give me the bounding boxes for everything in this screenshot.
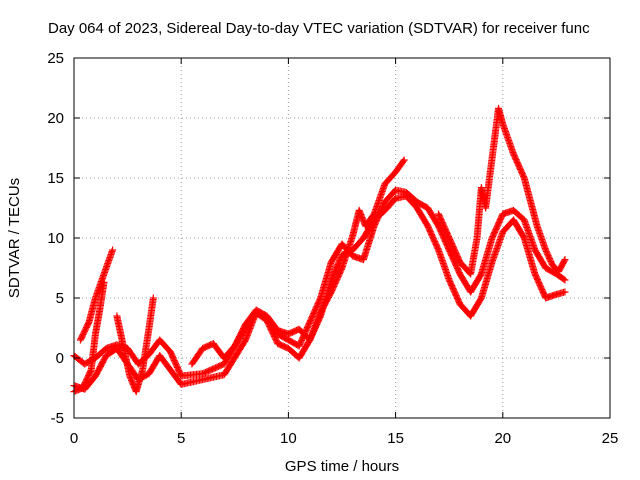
data-point (400, 156, 408, 164)
series-track-5 (113, 294, 157, 396)
y-axis-label: SDTVAR / TECUs (6, 178, 23, 298)
data-point (149, 294, 157, 302)
y-tick-label: 15 (47, 170, 64, 187)
x-tick-label: 5 (177, 430, 185, 447)
series-track-3 (76, 246, 117, 344)
y-tick-label: 5 (56, 290, 64, 307)
data-point (561, 276, 569, 284)
y-tick-label: 20 (47, 110, 64, 127)
axis-ticks: 0 5 10 15 20 25 -5 0 5 10 15 20 25 (47, 50, 618, 447)
y-tick-label: 25 (47, 50, 64, 67)
x-tick-label: 10 (280, 430, 297, 447)
data-points (70, 104, 569, 396)
y-tick-label: -5 (51, 410, 64, 427)
y-tick-label: 0 (56, 350, 64, 367)
series-track-6 (188, 156, 408, 368)
data-point (100, 278, 108, 286)
data-point (109, 246, 117, 254)
x-tick-label: 0 (70, 430, 78, 447)
chart-title: Day 064 of 2023, Sidereal Day-to-day VTE… (48, 20, 590, 37)
data-point (560, 257, 568, 265)
x-tick-label: 15 (387, 430, 404, 447)
data-point (399, 157, 407, 165)
data-point (560, 275, 568, 283)
series-track-7 (434, 104, 569, 278)
x-tick-label: 25 (602, 430, 619, 447)
series-track-4 (70, 278, 108, 396)
x-axis-label: GPS time / hours (285, 458, 399, 475)
y-tick-label: 10 (47, 230, 64, 247)
x-tick-label: 20 (494, 430, 511, 447)
data-point (86, 367, 94, 375)
data-point (561, 288, 569, 296)
data-point (561, 256, 569, 264)
